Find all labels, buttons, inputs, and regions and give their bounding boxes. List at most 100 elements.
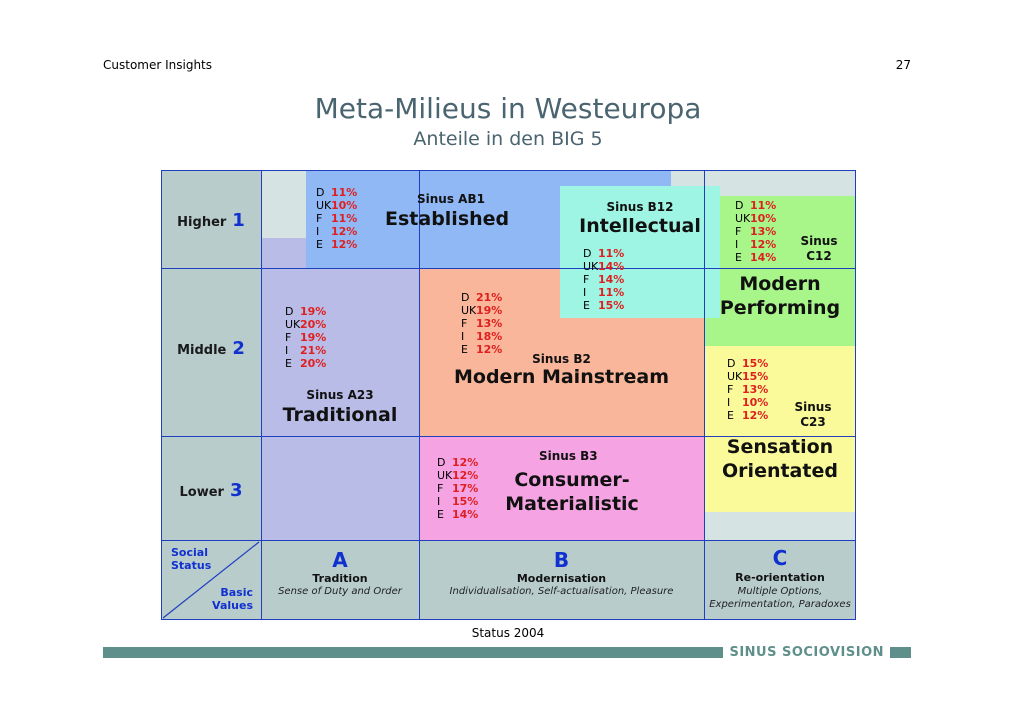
row-axis [161, 170, 261, 540]
stat-country: E [461, 343, 468, 356]
stat-country: F [437, 482, 444, 495]
stat-row: E 12% [316, 238, 357, 251]
stats-traditional: D 19% UK20% F 19% I 21% E 20% [285, 305, 326, 370]
code-consumer-materialistic: Sinus B3 [539, 449, 598, 463]
stat-percent: 21% [300, 344, 327, 357]
stat-row: E 14% [735, 251, 776, 264]
stat-percent: 19% [300, 305, 327, 318]
stat-percent: 14% [750, 251, 777, 264]
stat-country: E [285, 357, 292, 370]
corner-diagonal [162, 541, 260, 619]
stat-row: I 18% [461, 330, 502, 343]
code-modern-mainstream: Sinus B2 [532, 352, 591, 366]
stats-modern-mainstream: D 21% UK19% F 13% I 18% E 12% [461, 291, 502, 356]
stat-row: I 21% [285, 344, 326, 357]
stat-country: I [285, 344, 289, 357]
stat-percent: 14% [598, 273, 625, 286]
column-name-a: Tradition [312, 572, 368, 585]
code-modern-performing: Sinus C12 [800, 234, 838, 263]
milieu-modern-performing-area [704, 196, 856, 346]
stat-country: UK [735, 212, 751, 225]
stat-row: UK10% [316, 199, 357, 212]
stat-row: E 12% [727, 409, 768, 422]
stat-percent: 13% [750, 225, 777, 238]
slide-subtitle: Anteile in den BIG 5 [413, 128, 603, 150]
stat-percent: 11% [750, 199, 777, 212]
slide-title: Meta-Milieus in Westeuropa [314, 92, 702, 125]
stat-row: UK20% [285, 318, 326, 331]
row-label-higher: Higher 1 [177, 210, 245, 231]
stat-row: UK15% [727, 370, 768, 383]
stat-percent: 14% [452, 508, 479, 521]
stat-row: D 12% [437, 456, 478, 469]
name-modern-performing: Modern Performing [719, 273, 841, 319]
code-sensation-orientated: Sinus C23 [794, 400, 832, 429]
stat-row: I 12% [735, 238, 776, 251]
stat-percent: 12% [331, 225, 358, 238]
name-established: Established [385, 208, 510, 230]
stat-percent: 12% [750, 238, 777, 251]
stat-percent: 18% [476, 330, 503, 343]
stat-country: E [437, 508, 444, 521]
stat-percent: 11% [598, 247, 625, 260]
stat-row: D 19% [285, 305, 326, 318]
name-traditional: Traditional [282, 404, 398, 426]
column-name-c: Re-orientation [735, 571, 825, 584]
stat-row: E 14% [437, 508, 478, 521]
stat-percent: 20% [300, 357, 327, 370]
stat-country: D [727, 357, 736, 370]
stat-percent: 11% [331, 186, 358, 199]
stat-country: I [437, 495, 441, 508]
stat-row: F 11% [316, 212, 357, 225]
name-intellectual: Intellectual [579, 215, 701, 237]
milieu-intellectual-area [560, 186, 720, 318]
stat-country: F [727, 383, 734, 396]
stat-row: E 20% [285, 357, 326, 370]
stat-percent: 12% [476, 343, 503, 356]
stat-row: F 13% [735, 225, 776, 238]
row-label-middle: Middle 2 [177, 338, 245, 359]
stat-row: I 10% [727, 396, 768, 409]
stat-percent: 13% [476, 317, 503, 330]
stat-country: I [316, 225, 320, 238]
stat-country: F [461, 317, 468, 330]
stat-row: F 13% [461, 317, 502, 330]
milieu-consumer-materialistic-area [419, 436, 704, 540]
stat-percent: 12% [452, 456, 479, 469]
stat-country: UK [583, 260, 599, 273]
stat-country: I [735, 238, 739, 251]
stat-percent: 19% [300, 331, 327, 344]
stat-country: UK [437, 469, 453, 482]
stat-percent: 11% [331, 212, 358, 225]
stat-country: I [461, 330, 465, 343]
stat-row: D 11% [735, 199, 776, 212]
stat-percent: 20% [300, 318, 327, 331]
stat-country: UK [285, 318, 301, 331]
stat-row: D 21% [461, 291, 502, 304]
stat-country: UK [461, 304, 477, 317]
stat-country: E [735, 251, 742, 264]
stat-row: F 17% [437, 482, 478, 495]
stat-row: F 14% [583, 273, 624, 286]
stat-percent: 15% [742, 357, 769, 370]
stat-country: E [316, 238, 323, 251]
code-established: Sinus AB1 [417, 192, 485, 206]
stat-percent: 19% [476, 304, 503, 317]
stat-country: F [316, 212, 323, 225]
column-letter-a: A [332, 548, 348, 572]
stat-country: D [285, 305, 294, 318]
stat-percent: 17% [452, 482, 479, 495]
stat-country: E [583, 299, 590, 312]
brand-logo-text: SINUS SOCIOVISION [723, 645, 890, 660]
milieu-matrix: Higher 1 Middle 2 Lower 3 Social Status Bas… [161, 170, 856, 620]
stat-percent: 12% [452, 469, 479, 482]
stat-row: D 11% [583, 247, 624, 260]
name-consumer-materialistic: Consumer-Materialistic [505, 469, 639, 515]
stats-established: D 11% UK10% F 11% I 12% E 12% [316, 186, 357, 251]
stat-row: F 19% [285, 331, 326, 344]
name-modern-mainstream: Modern Mainstream [454, 366, 669, 388]
stats-consumer-materialistic: D 12% UK12% F 17% I 15% E 14% [437, 456, 478, 521]
stat-country: D [461, 291, 470, 304]
footer-bar [103, 647, 911, 658]
stats-sensation-orientated: D 15% UK15% F 13% I 10% E 12% [727, 357, 768, 422]
